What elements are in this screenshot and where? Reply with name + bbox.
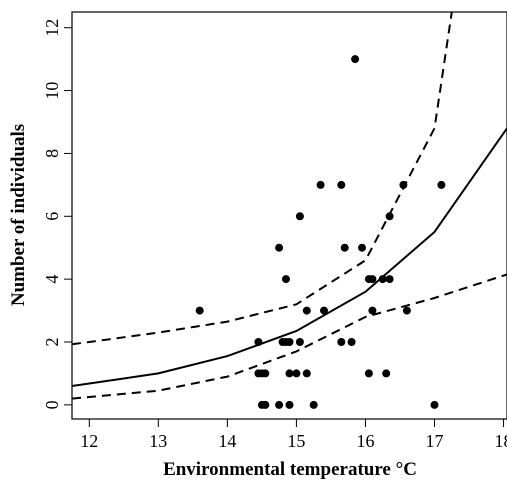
x-axis-title: Environmental temperature °C xyxy=(163,459,417,480)
y-tick-label: 10 xyxy=(42,82,62,100)
data-point xyxy=(347,338,356,346)
confidence-band-line xyxy=(71,11,453,346)
y-tick-label: 0 xyxy=(42,400,62,409)
data-point xyxy=(275,400,284,409)
data-point xyxy=(285,400,294,409)
data-point xyxy=(364,369,373,378)
y-axis-title: Number of individuals xyxy=(8,124,29,306)
x-tick-label: 12 xyxy=(80,431,98,451)
y-tick-label: 2 xyxy=(42,338,62,347)
data-point xyxy=(285,338,294,346)
y-tick-label: 8 xyxy=(42,149,62,158)
data-point xyxy=(285,369,294,378)
data-point xyxy=(292,369,301,378)
data-point xyxy=(316,180,325,189)
data-point xyxy=(382,369,391,378)
y-tick-label: 4 xyxy=(42,275,62,284)
data-point xyxy=(430,400,439,409)
data-point xyxy=(195,306,204,315)
data-point xyxy=(337,338,346,346)
axis-ticks: 12 13 14 15 16 17 18 0 2 4 6 8 10 12 xyxy=(42,19,507,451)
y-tick-label: 12 xyxy=(42,19,62,37)
data-point xyxy=(309,400,318,409)
data-point xyxy=(368,275,377,284)
data-point xyxy=(368,306,377,315)
x-tick-label: 16 xyxy=(356,431,374,451)
data-point xyxy=(295,338,304,346)
data-point xyxy=(282,275,290,284)
x-tick-label: 13 xyxy=(149,431,167,451)
confidence-band-line xyxy=(71,273,507,400)
data-point xyxy=(399,180,408,189)
data-point xyxy=(302,369,311,378)
y-tick-label: 6 xyxy=(42,212,62,221)
data-point xyxy=(275,243,284,252)
data-point xyxy=(385,212,394,221)
data-point xyxy=(254,338,263,346)
fitted-line xyxy=(71,127,507,387)
data-point xyxy=(261,400,270,409)
data-point xyxy=(385,275,394,284)
data-point xyxy=(261,369,270,378)
data-point xyxy=(340,243,349,252)
data-point xyxy=(437,180,446,189)
data-point xyxy=(402,306,411,315)
data-point xyxy=(337,180,346,189)
x-tick-label: 18 xyxy=(495,431,507,451)
data-point xyxy=(320,306,328,315)
x-tick-label: 14 xyxy=(218,431,236,451)
data-points xyxy=(195,55,446,409)
x-tick-label: 15 xyxy=(287,431,305,451)
x-tick-label: 17 xyxy=(426,431,444,451)
data-point xyxy=(351,55,360,64)
data-point xyxy=(302,306,311,315)
data-point xyxy=(358,243,366,252)
data-point xyxy=(295,212,304,221)
plot-frame xyxy=(71,11,507,420)
data-point xyxy=(378,275,387,284)
